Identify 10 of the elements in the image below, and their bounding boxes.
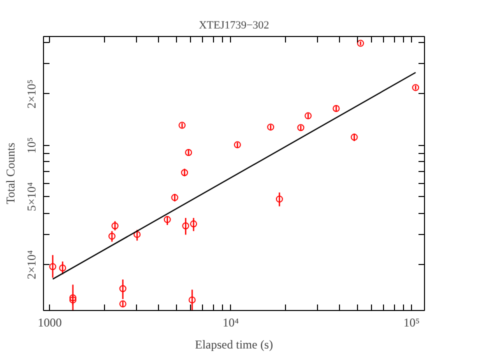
x-tick-label: 10⁴	[222, 316, 239, 330]
y-axis-title: Total Counts	[4, 142, 18, 204]
y-tick-label: 5×10⁴	[24, 182, 38, 212]
x-axis-title: Elapsed time (s)	[195, 338, 273, 352]
y-tick-label: 2×10⁵	[24, 79, 38, 108]
y-tick-label: 2×10⁴	[24, 250, 38, 280]
x-tick-label: 10⁵	[404, 316, 420, 330]
x-tick-label: 1000	[38, 316, 62, 330]
chart-title: XTEJ1739−302	[198, 20, 270, 32]
y-tick-label: 10⁵	[24, 137, 38, 154]
